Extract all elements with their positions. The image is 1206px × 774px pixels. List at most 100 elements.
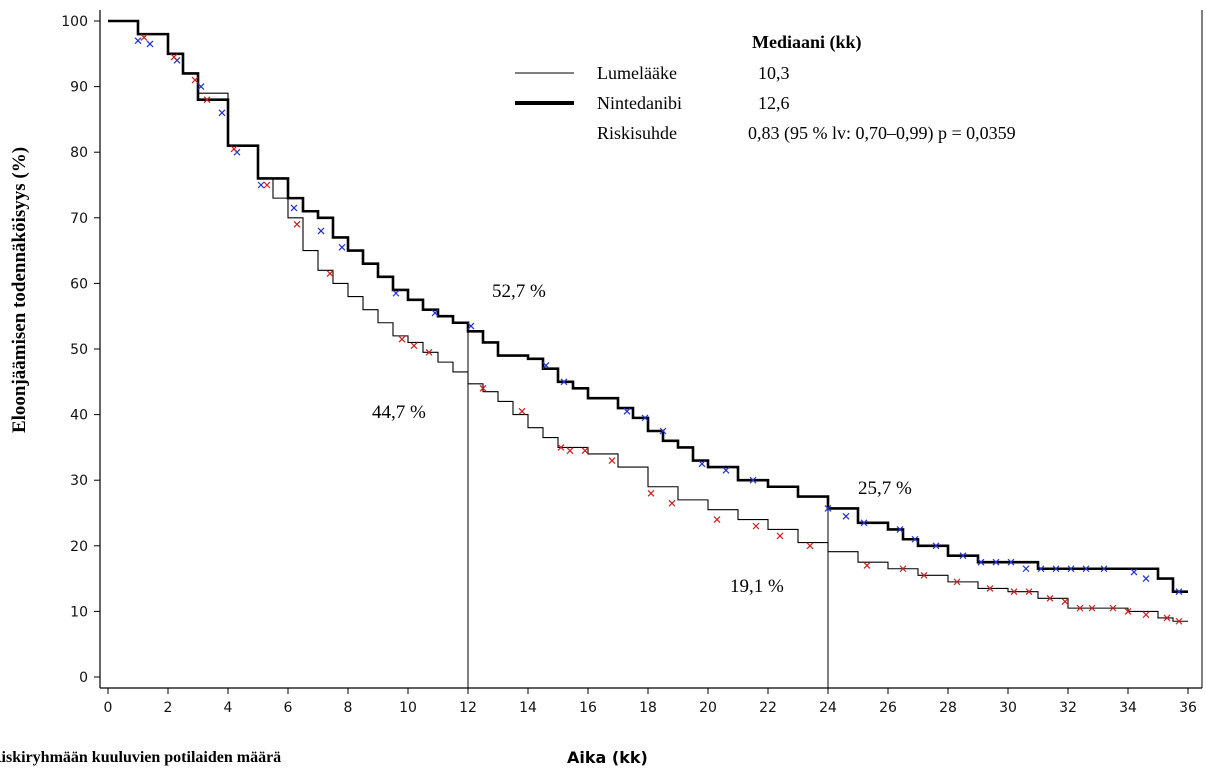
censor-mark-nintedanibi <box>911 535 919 543</box>
y-tick-label: 100 <box>61 14 88 30</box>
censor-mark-lumelaake <box>1088 604 1096 612</box>
censor-mark-nintedanibi <box>1067 565 1075 573</box>
censor-mark-lumelaake <box>668 499 676 507</box>
censor-mark-nintedanibi <box>842 512 850 520</box>
censor-mark-lumelaake <box>230 145 238 153</box>
censor-mark-lumelaake <box>293 220 301 228</box>
censor-mark-lumelaake <box>1010 588 1018 596</box>
y-tick-label: 30 <box>70 473 88 489</box>
censor-mark-nintedanibi <box>560 378 568 386</box>
censor-mark-lumelaake <box>1046 594 1054 602</box>
y-tick-label: 20 <box>70 539 88 555</box>
censor-mark-nintedanibi <box>1007 558 1015 566</box>
censor-mark-nintedanibi <box>146 40 154 48</box>
censor-mark-nintedanibi <box>1142 575 1150 583</box>
legend-value-lumelaake: 10,3 <box>758 63 790 83</box>
censor-mark-nintedanibi <box>749 476 757 484</box>
x-tick-label: 16 <box>579 700 597 716</box>
annotation-lumelaake-24: 19,1 % <box>730 576 784 597</box>
x-tick-label: 30 <box>999 700 1017 716</box>
reference-lines <box>467 331 829 688</box>
censor-mark-lumelaake <box>1163 614 1171 622</box>
censor-mark-lumelaake <box>479 384 487 392</box>
censor-mark-nintedanibi <box>698 460 706 468</box>
censor-mark-nintedanibi <box>1022 565 1030 573</box>
legend-label-lumelaake: Lumelääke <box>597 63 677 83</box>
x-tick-label: 32 <box>1059 700 1077 716</box>
censor-mark-nintedanibi <box>824 504 832 512</box>
censor-mark-lumelaake <box>1175 617 1183 625</box>
censor-mark-lumelaake <box>140 33 148 41</box>
x-tick-label: 6 <box>284 700 293 716</box>
x-axis-label: Aika (kk) <box>567 748 648 767</box>
x-tick-label: 14 <box>519 700 537 716</box>
x-tick-label: 36 <box>1179 700 1197 716</box>
censor-mark-lumelaake <box>776 532 784 540</box>
x-tick-label: 28 <box>939 700 957 716</box>
censor-mark-nintedanibi <box>977 558 985 566</box>
censor-mark-nintedanibi <box>542 361 550 369</box>
at-risk-footnote: Riskiryhmään kuuluvien potilaiden määrä <box>0 749 281 766</box>
censor-mark-nintedanibi <box>896 525 904 533</box>
y-tick-label: 80 <box>70 145 88 161</box>
censor-mark-nintedanibi <box>467 322 475 330</box>
x-tick-label: 26 <box>879 700 897 716</box>
censor-mark-lumelaake <box>410 342 418 350</box>
legend-value-nintedanibi: 12,6 <box>758 93 790 113</box>
legend-hazard-label: Riskisuhde <box>597 123 677 143</box>
censor-mark-nintedanibi <box>218 109 226 117</box>
censor-mark-nintedanibi <box>959 552 967 560</box>
censor-mark-lumelaake <box>920 571 928 579</box>
legend: Mediaani (kk) Lumelääke 10,3 Nintedanibi… <box>515 32 1016 144</box>
censor-mark-lumelaake <box>863 562 871 569</box>
censor-mark-nintedanibi <box>623 407 631 415</box>
x-tick-label: 4 <box>224 700 233 716</box>
x-tick-label: 12 <box>459 700 477 716</box>
y-tick-label: 10 <box>70 604 88 620</box>
censor-mark-lumelaake <box>608 457 616 464</box>
censor-mark-lumelaake <box>1025 588 1033 596</box>
annotation-nintedanibi-24: 25,7 % <box>858 478 912 499</box>
censor-mark-nintedanibi <box>860 519 868 527</box>
censor-mark-lumelaake <box>647 489 655 497</box>
censor-mark-nintedanibi <box>1052 565 1060 573</box>
censor-mark-nintedanibi <box>659 427 667 435</box>
censor-mark-lumelaake <box>1142 611 1150 619</box>
censor-mark-nintedanibi <box>338 243 346 251</box>
legend-hazard-value: 0,83 (95 % lv: 0,70–0,99) p = 0,0359 <box>748 123 1016 144</box>
x-tick-label: 20 <box>699 700 717 716</box>
y-tick-label: 90 <box>70 80 88 96</box>
x-tick-label: 8 <box>344 700 353 716</box>
censor-mark-nintedanibi <box>1175 588 1183 596</box>
censor-mark-lumelaake <box>1109 604 1117 612</box>
censor-mark-lumelaake <box>713 516 721 523</box>
censor-mark-lumelaake <box>203 96 211 104</box>
censor-mark-lumelaake <box>398 335 406 343</box>
censor-mark-nintedanibi <box>392 289 400 297</box>
censor-mark-lumelaake <box>1076 604 1084 612</box>
censor-mark-lumelaake <box>566 447 574 455</box>
censor-mark-lumelaake <box>806 542 814 550</box>
censor-mark-lumelaake <box>557 443 565 451</box>
x-tick-label: 2 <box>164 700 173 716</box>
censor-mark-nintedanibi <box>1082 565 1090 573</box>
censor-mark-lumelaake <box>1124 607 1132 615</box>
censor-mark-nintedanibi <box>431 309 439 317</box>
censor-mark-nintedanibi <box>1037 565 1045 573</box>
series-line-lumelaake <box>108 20 1188 622</box>
censor-mark-lumelaake <box>581 447 589 455</box>
censor-marks <box>134 33 1183 625</box>
censor-mark-lumelaake <box>263 181 271 189</box>
y-axis-label: Eloonjäämisen todennäköisyys (%) <box>9 147 30 433</box>
censor-mark-lumelaake <box>953 578 961 586</box>
censor-mark-nintedanibi <box>257 181 265 189</box>
censor-mark-lumelaake <box>425 348 433 356</box>
censor-mark-nintedanibi <box>1100 565 1108 573</box>
censor-mark-nintedanibi <box>197 83 205 91</box>
y-tick-label: 70 <box>70 211 88 227</box>
annotation-lumelaake-12: 44,7 % <box>372 402 426 423</box>
x-tick-label: 18 <box>639 700 657 716</box>
x-tick-label: 34 <box>1119 700 1137 716</box>
